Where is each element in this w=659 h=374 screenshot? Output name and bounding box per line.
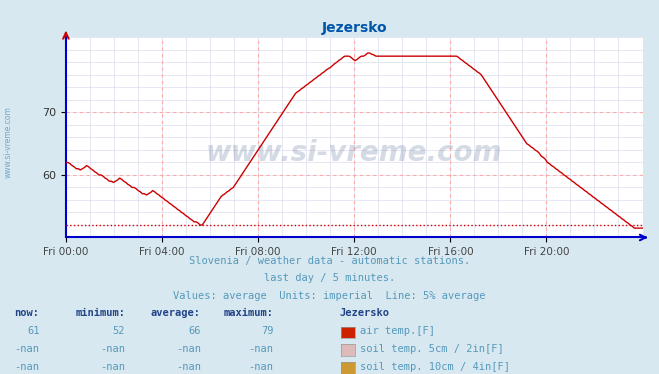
Text: Values: average  Units: imperial  Line: 5% average: Values: average Units: imperial Line: 5%… [173,291,486,301]
Text: -nan: -nan [100,362,125,372]
Text: now:: now: [14,308,40,318]
Text: air temp.[F]: air temp.[F] [360,326,436,336]
Text: 66: 66 [188,326,201,336]
Title: Jezersko: Jezersko [322,21,387,35]
Text: www.si-vreme.com: www.si-vreme.com [3,106,13,178]
Text: -nan: -nan [248,362,273,372]
Text: 79: 79 [261,326,273,336]
Text: -nan: -nan [14,344,40,354]
Text: -nan: -nan [14,362,40,372]
Text: Jezersko: Jezersko [339,308,389,318]
Text: minimum:: minimum: [75,308,125,318]
Text: 61: 61 [27,326,40,336]
Text: last day / 5 minutes.: last day / 5 minutes. [264,273,395,283]
Text: -nan: -nan [176,362,201,372]
Text: average:: average: [151,308,201,318]
Text: Slovenia / weather data - automatic stations.: Slovenia / weather data - automatic stat… [189,256,470,266]
Text: -nan: -nan [248,344,273,354]
Text: www.si-vreme.com: www.si-vreme.com [206,140,502,168]
Text: 52: 52 [113,326,125,336]
Text: -nan: -nan [100,344,125,354]
Text: -nan: -nan [176,344,201,354]
Text: soil temp. 10cm / 4in[F]: soil temp. 10cm / 4in[F] [360,362,511,372]
Text: soil temp. 5cm / 2in[F]: soil temp. 5cm / 2in[F] [360,344,504,354]
Text: maximum:: maximum: [223,308,273,318]
